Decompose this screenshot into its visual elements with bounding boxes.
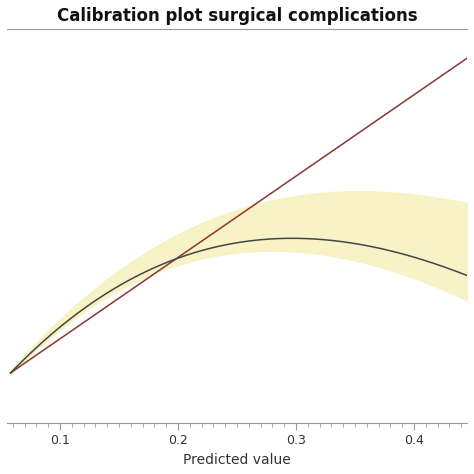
Title: Calibration plot surgical complications: Calibration plot surgical complications	[57, 7, 417, 25]
X-axis label: Predicted value: Predicted value	[183, 453, 291, 467]
